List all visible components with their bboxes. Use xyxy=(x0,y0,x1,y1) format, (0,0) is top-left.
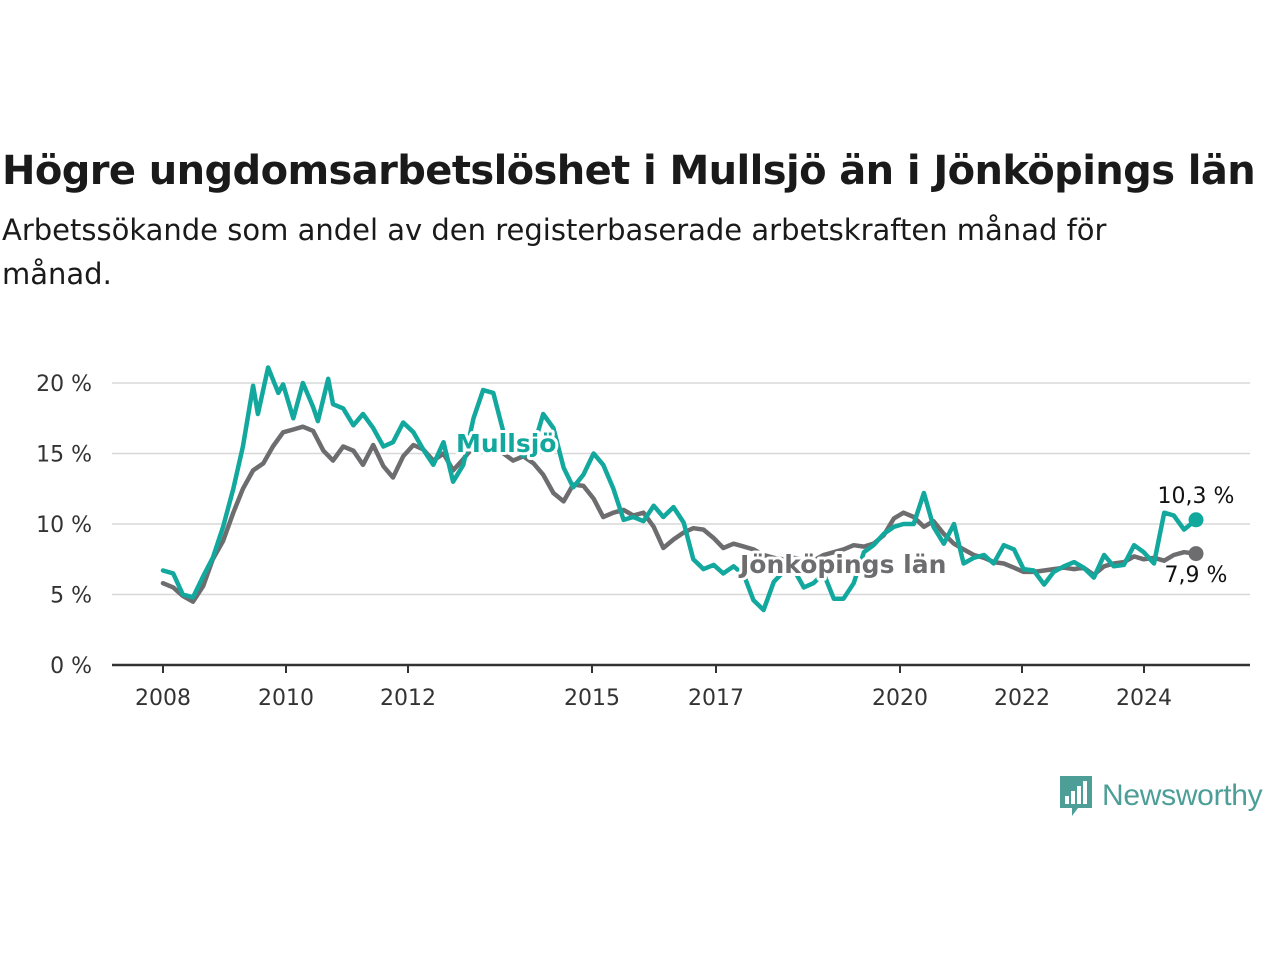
x-tick-label: 2024 xyxy=(1116,686,1172,711)
bar-chart-speech-bubble-icon xyxy=(1060,776,1092,816)
x-tick-label: 2010 xyxy=(258,686,314,711)
newsworthy-logo: Newsworthy xyxy=(1058,774,1263,818)
series-label-mullsjo: Mullsjö xyxy=(456,429,556,458)
y-axis-ticks: 0 % 5 % 10 % 15 % 20 % xyxy=(36,372,92,679)
y-tick-label: 20 % xyxy=(36,372,92,397)
chart-title: Högre ungdomsarbetslöshet i Mullsjö än i… xyxy=(2,148,1256,194)
y-tick-label: 10 % xyxy=(36,513,92,538)
series-labels: Mullsjö Jönköpings län 10,3 % 7,9 % xyxy=(453,426,1237,591)
end-value-mullsjo: 10,3 % xyxy=(1158,484,1235,509)
end-value-jonkopings-lan: 7,9 % xyxy=(1165,563,1228,588)
series-label-jonkopings-lan: Jönköpings län xyxy=(738,550,946,579)
x-tick-label: 2020 xyxy=(872,686,928,711)
brand-name: Newsworthy xyxy=(1102,779,1263,812)
y-tick-label: 5 % xyxy=(50,584,92,609)
x-tick-label: 2012 xyxy=(380,686,436,711)
x-tick-label: 2022 xyxy=(994,686,1050,711)
y-tick-label: 0 % xyxy=(50,654,92,679)
series-end-point xyxy=(1188,546,1204,562)
x-axis-ticks: 2008 2010 2012 2015 2017 2020 2022 2024 xyxy=(135,665,1172,711)
x-tick-label: 2015 xyxy=(564,686,620,711)
chart-subtitle: Arbetssökande som andel av den registerb… xyxy=(2,213,1107,291)
series-lines xyxy=(160,365,1204,613)
y-tick-label: 15 % xyxy=(36,443,92,468)
x-tick-label: 2017 xyxy=(688,686,744,711)
line-chart: 0 %5 %10 %15 %20 % 2008 2010 2012 2015 2017 2… xyxy=(36,365,1250,711)
series-line-jonkopings-lan xyxy=(160,424,1199,604)
series-end-point xyxy=(1188,512,1204,528)
x-tick-label: 2008 xyxy=(135,686,191,711)
series-line-mullsjo xyxy=(160,365,1199,613)
